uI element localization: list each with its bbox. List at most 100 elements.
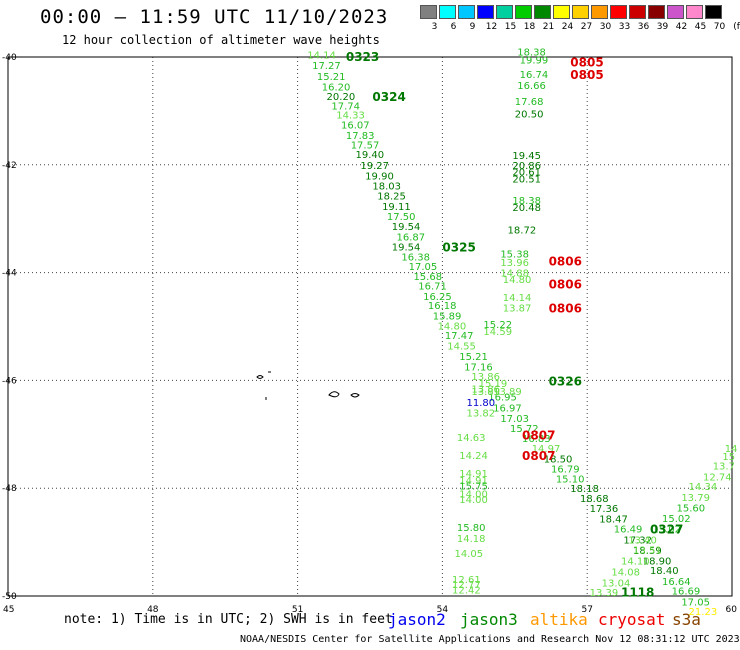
time-mark: 1118 bbox=[621, 586, 654, 600]
swh-value: 16.95 bbox=[488, 393, 517, 404]
legend-swatch bbox=[553, 5, 570, 19]
island-outline bbox=[256, 375, 264, 379]
time-mark: 0326 bbox=[549, 374, 582, 388]
swh-value: 17.57 bbox=[351, 140, 380, 151]
time-mark: 0323 bbox=[346, 50, 379, 64]
swh-value: 15.02 bbox=[652, 525, 681, 536]
swh-value: 20.20 bbox=[327, 92, 356, 103]
swh-value: 14.14 bbox=[307, 50, 336, 61]
swh-value: 19.45 bbox=[512, 151, 541, 162]
legend-label: 39 bbox=[656, 22, 669, 32]
swh-value: 14.00 bbox=[459, 495, 488, 506]
island-outline bbox=[328, 391, 340, 398]
swh-value: 16.87 bbox=[397, 232, 426, 243]
swh-value: 18.72 bbox=[508, 225, 537, 236]
swh-value: 17.05 bbox=[409, 262, 438, 273]
swh-value: 15.60 bbox=[676, 504, 705, 515]
swh-value: 16.79 bbox=[551, 464, 580, 475]
swh-value: 12.61 bbox=[452, 575, 481, 586]
swh-value: 13.89 bbox=[493, 387, 522, 398]
swh-value: 16.25 bbox=[423, 292, 452, 303]
swh-value: 17.05 bbox=[681, 597, 710, 608]
swh-value: 19.27 bbox=[360, 161, 389, 172]
legend-swatch bbox=[610, 5, 627, 19]
swh-value: 13.51 bbox=[633, 546, 662, 557]
lon-tick-label: 60 bbox=[726, 605, 738, 615]
legend-label: 36 bbox=[637, 22, 650, 32]
satellite-label-altika: altika bbox=[530, 610, 588, 629]
time-mark: 0325 bbox=[442, 241, 475, 255]
swh-value: 13.79 bbox=[681, 493, 710, 504]
swh-value: 14.97 bbox=[532, 444, 561, 455]
swh-value: 13.96 bbox=[500, 258, 529, 269]
legend-label: 18 bbox=[523, 22, 536, 32]
swh-value: 20.50 bbox=[515, 110, 544, 121]
map-grid bbox=[8, 57, 732, 596]
legend-swatch bbox=[496, 5, 513, 19]
swh-value: 18.47 bbox=[599, 514, 628, 525]
swh-value: 17.74 bbox=[331, 102, 360, 113]
page-subtitle: 12 hour collection of altimeter wave hei… bbox=[62, 33, 380, 47]
island-outline bbox=[350, 393, 360, 398]
legend-swatch bbox=[439, 5, 456, 19]
lat-tick-label: -42 bbox=[2, 161, 17, 171]
swh-value: 16.69 bbox=[672, 587, 701, 598]
swh-value: 20.86 bbox=[512, 161, 541, 172]
swh-value: 19.54 bbox=[392, 222, 421, 233]
swh-value: 19.90 bbox=[365, 172, 394, 183]
swh-value: 15.72 bbox=[510, 424, 539, 435]
legend-label: 21 bbox=[542, 22, 555, 32]
swh-value: 15.89 bbox=[433, 312, 462, 323]
lat-tick-label: -50 bbox=[2, 592, 17, 602]
legend-label: 27 bbox=[580, 22, 593, 32]
swh-value: 16.71 bbox=[418, 282, 447, 293]
swh-value: 17.83 bbox=[346, 131, 375, 142]
swh-value: 20.48 bbox=[512, 203, 541, 214]
footer-note: note: 1) Time is in UTC; 2) SWH is in fe… bbox=[64, 612, 393, 627]
swh-value: 14.05 bbox=[454, 549, 483, 560]
swh-value: 17.27 bbox=[312, 61, 341, 72]
swh-value: 11.80 bbox=[467, 398, 496, 409]
time-mark: 0806 bbox=[549, 255, 582, 269]
swh-value: 15 bbox=[722, 452, 735, 463]
legend-swatch bbox=[591, 5, 608, 19]
swh-value: 14.91 bbox=[459, 476, 488, 487]
swh-value: 15.19 bbox=[479, 379, 508, 390]
swh-tracks: 14.1417.2715.2116.2020.2017.7414.3316.07… bbox=[307, 48, 737, 618]
legend-label: 45 bbox=[694, 22, 707, 32]
legend-label: 6 bbox=[450, 22, 457, 32]
legend-label: 3 bbox=[431, 22, 438, 32]
swh-value: 14.14 bbox=[503, 293, 532, 304]
swh-value: 16.74 bbox=[520, 70, 549, 81]
swh-value: 17.47 bbox=[445, 331, 474, 342]
swh-value: 15.02 bbox=[662, 514, 691, 525]
legend-label: 33 bbox=[618, 22, 631, 32]
legend-swatch bbox=[515, 5, 532, 19]
swh-value: 14.18 bbox=[457, 534, 486, 545]
time-mark: 0807 bbox=[522, 428, 555, 442]
legend-swatch bbox=[629, 5, 646, 19]
swh-value: 14.00 bbox=[459, 490, 488, 501]
swh-value: 14.33 bbox=[336, 111, 365, 122]
lat-tick-label: -48 bbox=[2, 484, 17, 494]
time-mark: 0806 bbox=[549, 277, 582, 291]
lon-tick-label: 48 bbox=[147, 605, 159, 615]
swh-value: 14.80 bbox=[438, 321, 467, 332]
satellite-label-cryosat: cryosat bbox=[598, 610, 666, 629]
swh-value: 18.59 bbox=[633, 546, 662, 557]
lat-tick-label: -44 bbox=[2, 269, 17, 279]
swh-value: 14.80 bbox=[503, 275, 532, 286]
legend-swatch bbox=[458, 5, 475, 19]
swh-value: 16.18 bbox=[428, 301, 457, 312]
legend-swatch bbox=[648, 5, 665, 19]
swh-value: 14.59 bbox=[483, 327, 512, 338]
swh-value: 15.75 bbox=[459, 482, 488, 493]
swh-value: 14.88 bbox=[500, 269, 529, 280]
swh-value: 17.32 bbox=[623, 535, 652, 546]
swh-value: 13.04 bbox=[602, 579, 631, 590]
swh-value: 17.16 bbox=[464, 362, 493, 373]
legend-swatch bbox=[572, 5, 589, 19]
legend-label: 24 bbox=[561, 22, 574, 32]
swh-value: 16.49 bbox=[614, 525, 643, 536]
swh-value: 17.36 bbox=[590, 504, 619, 515]
